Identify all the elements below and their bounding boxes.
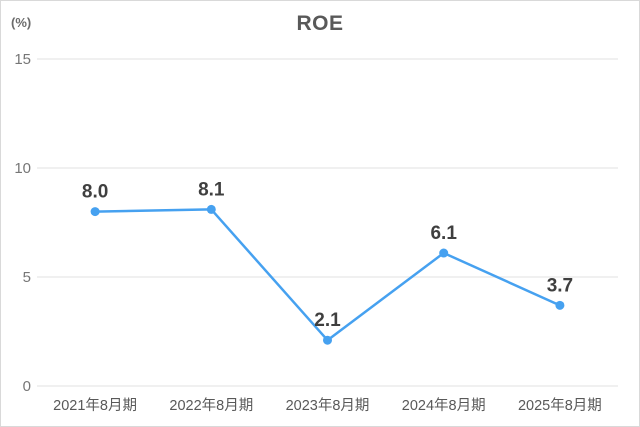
data-point-marker	[206, 204, 216, 214]
data-point-label: 8.1	[198, 179, 225, 200]
data-point-label: 8.0	[82, 182, 108, 203]
x-tick-label: 2022年8月期	[169, 397, 253, 414]
data-point-label: 6.1	[430, 223, 457, 244]
y-tick-label: 10	[14, 160, 31, 177]
x-tick-label: 2023年8月期	[286, 397, 370, 414]
y-axis-unit-label: (%)	[11, 15, 32, 30]
data-point-label: 3.7	[547, 275, 573, 296]
data-point-label: 2.1	[314, 310, 341, 331]
y-tick-label: 0	[23, 378, 31, 395]
y-tick-label: 15	[14, 51, 31, 68]
x-tick-label: 2025年8月期	[518, 397, 602, 414]
x-tick-label: 2024年8月期	[402, 397, 486, 414]
y-tick-label: 5	[23, 269, 31, 286]
data-point-marker	[439, 248, 449, 258]
data-point-marker	[90, 207, 100, 217]
data-point-marker	[555, 300, 565, 310]
chart-title: ROE	[296, 12, 344, 35]
data-point-marker	[323, 335, 332, 345]
x-tick-label: 2021年8月期	[53, 397, 137, 414]
